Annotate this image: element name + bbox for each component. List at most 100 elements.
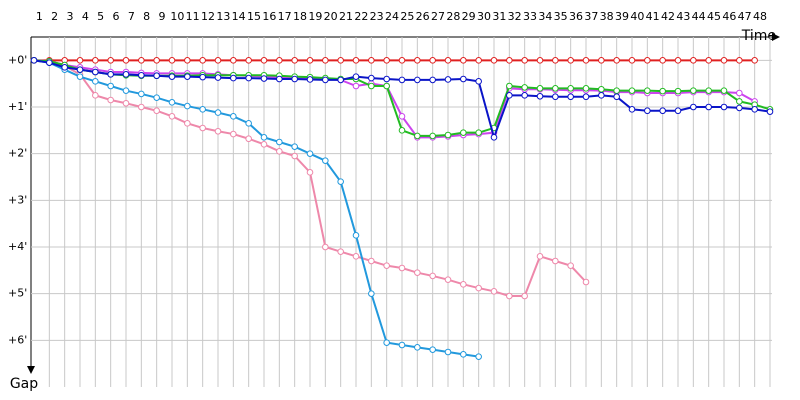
point	[521, 57, 528, 64]
point	[690, 87, 697, 94]
point	[352, 73, 360, 80]
point	[153, 94, 160, 101]
x-tick-label: 32	[508, 10, 522, 23]
x-tick-label: 8	[143, 10, 150, 23]
y-tick-label: +1'	[8, 100, 27, 113]
point	[245, 57, 252, 64]
x-tick-label: 33	[523, 10, 537, 23]
point	[598, 85, 605, 93]
point	[138, 57, 145, 64]
point	[705, 87, 712, 94]
point	[567, 93, 574, 101]
point	[368, 290, 375, 297]
point	[736, 104, 743, 112]
point	[398, 57, 406, 64]
point	[460, 75, 467, 83]
point	[92, 78, 99, 85]
point	[76, 66, 84, 73]
x-tick-label: 37	[584, 10, 598, 23]
point	[536, 92, 544, 100]
point	[460, 129, 467, 136]
x-tick-label: 38	[600, 10, 614, 23]
point	[582, 278, 590, 286]
point	[429, 76, 436, 84]
point	[352, 57, 360, 64]
point	[736, 98, 743, 105]
point	[460, 281, 467, 288]
x-tick-label: 40	[630, 10, 644, 23]
point	[260, 75, 268, 82]
point	[736, 89, 743, 97]
y-tick-label: +5'	[8, 287, 27, 300]
x-tick-label: 14	[232, 10, 246, 23]
point	[521, 292, 528, 300]
point	[61, 64, 68, 71]
point	[153, 57, 160, 64]
point	[383, 339, 390, 346]
point	[490, 134, 498, 141]
x-tick-label: 30	[477, 10, 491, 23]
x-tick-label: 44	[692, 10, 706, 23]
point	[168, 73, 176, 80]
point	[138, 71, 145, 79]
point	[644, 107, 651, 115]
point	[628, 57, 636, 64]
point	[306, 169, 314, 176]
point	[613, 93, 620, 101]
y-axis-title: Gap	[10, 376, 38, 392]
point	[368, 74, 375, 82]
point	[260, 141, 268, 148]
point	[613, 57, 620, 64]
y-tick-label: +6'	[8, 333, 27, 346]
point	[337, 76, 344, 84]
point	[705, 57, 712, 64]
point	[582, 57, 590, 64]
point	[184, 57, 191, 64]
point	[306, 57, 314, 64]
x-tick-label: 12	[201, 10, 215, 23]
point	[352, 82, 360, 90]
point	[76, 73, 84, 80]
point	[674, 107, 682, 115]
x-tick-label: 23	[370, 10, 384, 23]
y-tick-label: +2'	[8, 147, 27, 160]
point	[690, 57, 697, 64]
x-tick-label: 24	[385, 10, 399, 23]
point	[598, 92, 605, 99]
point	[214, 74, 222, 81]
x-tick-label: 13	[216, 10, 230, 23]
point	[92, 92, 99, 99]
x-tick-label: 47	[738, 10, 752, 23]
x-tick-label: 42	[661, 10, 675, 23]
point	[276, 148, 283, 155]
point	[199, 73, 206, 81]
x-tick-label: 7	[128, 10, 135, 23]
point	[414, 132, 421, 140]
point	[414, 269, 421, 276]
y-tick-label: +3'	[8, 193, 27, 206]
point	[644, 57, 651, 64]
x-tick-label: 46	[722, 10, 736, 23]
x-tick-label: 36	[569, 10, 583, 23]
point	[628, 87, 636, 94]
point	[659, 57, 666, 64]
point	[46, 59, 53, 66]
point	[429, 272, 436, 280]
x-tick-label: 20	[324, 10, 338, 23]
point	[628, 106, 636, 113]
point	[613, 87, 620, 94]
point	[368, 57, 375, 64]
point	[644, 87, 651, 94]
x-tick-label: 4	[82, 10, 89, 23]
point	[168, 57, 176, 64]
y-tick-label: +4'	[8, 240, 27, 253]
point	[322, 243, 329, 251]
point	[199, 124, 206, 132]
point	[168, 99, 176, 106]
point	[414, 57, 421, 64]
point	[751, 106, 758, 113]
point	[230, 57, 237, 64]
point	[230, 74, 237, 82]
point	[276, 57, 283, 64]
point	[368, 257, 375, 265]
